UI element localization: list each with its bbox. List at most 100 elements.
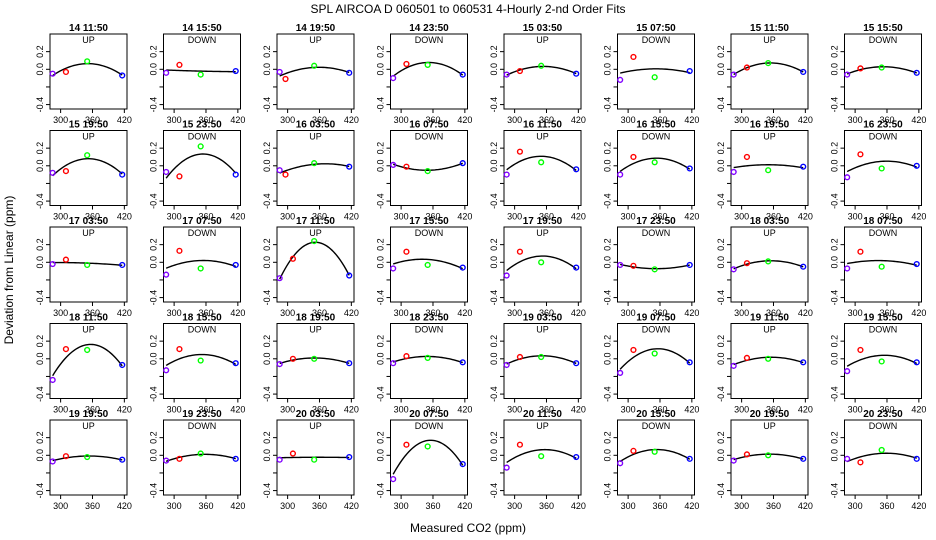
data-point bbox=[163, 457, 170, 464]
x-tick-label: 300 bbox=[167, 115, 182, 125]
data-point bbox=[617, 369, 624, 377]
x-tick-label: 420 bbox=[117, 212, 132, 222]
y-tick-label: 0.0 bbox=[489, 449, 499, 462]
y-tick-label: 0.0 bbox=[262, 256, 272, 269]
data-point bbox=[459, 461, 466, 468]
y-tick-label: 0.2 bbox=[603, 335, 613, 348]
y-tick-label: -0.4 bbox=[262, 97, 272, 113]
data-point bbox=[743, 64, 751, 71]
data-point bbox=[390, 360, 397, 367]
data-point bbox=[276, 360, 283, 368]
data-point bbox=[857, 65, 864, 72]
panel-title: 16 07:50 bbox=[409, 120, 449, 131]
y-tick-label: -0.4 bbox=[376, 290, 386, 306]
data-point bbox=[630, 262, 637, 269]
data-point bbox=[844, 265, 851, 272]
y-tick-label: 0.2 bbox=[489, 431, 499, 444]
panel-direction-label: UP bbox=[82, 325, 95, 335]
x-tick-label: 300 bbox=[507, 212, 522, 222]
data-point bbox=[311, 62, 318, 69]
y-tick-label: -0.4 bbox=[376, 386, 386, 402]
x-tick-label: 300 bbox=[848, 115, 863, 125]
y-tick-label: 0.2 bbox=[149, 431, 159, 444]
data-point bbox=[49, 260, 56, 268]
fit-curve bbox=[165, 259, 236, 269]
y-tick-label: -0.4 bbox=[489, 483, 499, 499]
fit-curve bbox=[733, 356, 804, 366]
data-point bbox=[651, 74, 658, 81]
data-point bbox=[573, 264, 580, 271]
y-tick-label: 0.0 bbox=[35, 63, 45, 76]
panel-direction-label: DOWN bbox=[642, 132, 671, 142]
y-tick-label: -0.4 bbox=[830, 483, 840, 499]
fit-curve bbox=[506, 255, 577, 272]
x-tick-label: 360 bbox=[425, 501, 440, 511]
y-tick-label: 0.0 bbox=[376, 63, 386, 76]
fit-curve bbox=[165, 153, 237, 179]
panel-direction-label: UP bbox=[536, 325, 549, 335]
data-point bbox=[311, 160, 318, 167]
y-tick-label: -0.4 bbox=[716, 386, 726, 402]
panel-frame bbox=[730, 419, 809, 496]
panel-title: 17 11:50 bbox=[296, 216, 335, 227]
x-tick-label: 420 bbox=[230, 115, 245, 125]
panel-frame bbox=[276, 323, 355, 399]
data-point bbox=[459, 160, 466, 167]
panel-frame bbox=[390, 323, 468, 399]
data-point bbox=[232, 360, 239, 367]
panel-frame bbox=[503, 226, 582, 303]
y-tick-label: 0.2 bbox=[716, 45, 726, 58]
panel-frame bbox=[730, 323, 809, 399]
x-tick-label: 420 bbox=[571, 212, 586, 222]
data-point bbox=[857, 151, 864, 158]
x-tick-label: 420 bbox=[117, 405, 132, 415]
panel-title: 19 23:50 bbox=[182, 409, 222, 420]
panel-direction-label: UP bbox=[536, 132, 549, 142]
data-point bbox=[630, 346, 637, 354]
data-point bbox=[503, 464, 510, 471]
fit-curve bbox=[733, 164, 804, 169]
x-tick-label: 360 bbox=[312, 501, 327, 511]
y-tick-label: 0.0 bbox=[262, 449, 272, 462]
x-tick-label: 360 bbox=[198, 308, 213, 318]
data-point bbox=[346, 272, 353, 279]
data-point bbox=[62, 453, 70, 460]
data-point bbox=[403, 163, 410, 170]
x-tick-label: 300 bbox=[621, 501, 636, 511]
y-tick-label: 0.0 bbox=[149, 449, 159, 462]
data-point bbox=[617, 76, 624, 83]
y-tick-label: -0.4 bbox=[830, 386, 840, 402]
fit-curve bbox=[846, 354, 918, 367]
data-point bbox=[878, 165, 885, 172]
x-tick-label: 420 bbox=[117, 115, 132, 125]
panel-frame bbox=[390, 33, 468, 110]
x-tick-label: 420 bbox=[571, 115, 586, 125]
x-tick-label: 300 bbox=[167, 308, 182, 318]
fit-curve bbox=[392, 258, 464, 270]
y-tick-label: -0.4 bbox=[716, 483, 726, 499]
y-tick-label: 0.0 bbox=[35, 256, 45, 269]
y-tick-label: 0.2 bbox=[716, 335, 726, 348]
x-tick-label: 300 bbox=[53, 501, 68, 511]
data-point bbox=[346, 453, 353, 461]
y-tick-label: 0.2 bbox=[830, 335, 840, 348]
data-point bbox=[49, 70, 56, 77]
data-point bbox=[346, 69, 353, 76]
data-point bbox=[538, 159, 545, 166]
data-point bbox=[538, 259, 545, 266]
y-tick-label: -0.4 bbox=[149, 386, 159, 402]
chart-title: SPL AIRCOA D 060501 to 060531 4-Hourly 2… bbox=[310, 2, 625, 16]
data-point bbox=[844, 455, 851, 462]
panel-direction-label: UP bbox=[763, 228, 776, 238]
data-point bbox=[730, 266, 737, 273]
y-tick-label: -0.4 bbox=[376, 483, 386, 499]
data-point bbox=[84, 346, 91, 354]
data-point bbox=[538, 353, 545, 361]
x-tick-label: 300 bbox=[507, 501, 522, 511]
panel-direction-label: DOWN bbox=[642, 228, 671, 238]
y-tick-label: 0.2 bbox=[35, 335, 45, 348]
